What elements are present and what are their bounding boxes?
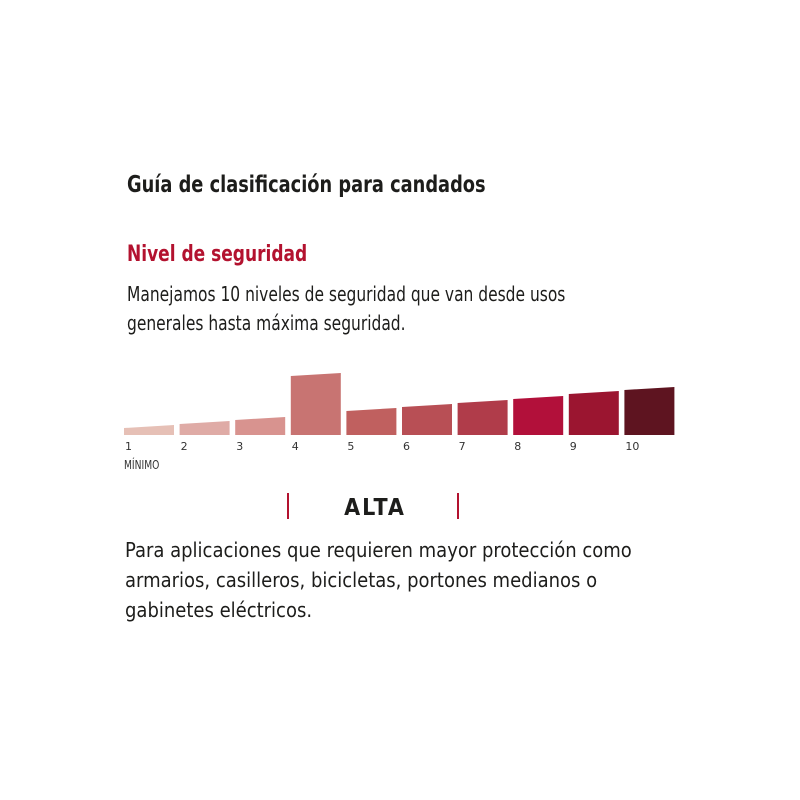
level-label: ALTA	[344, 495, 406, 521]
tick-label: 4	[292, 440, 299, 453]
bar-level-9	[568, 391, 619, 435]
bar-level-2	[179, 421, 230, 435]
bar-level-8	[513, 396, 564, 435]
minimum-label: MÍNIMO	[124, 458, 160, 472]
intro-text: Manejamos 10 niveles de seguridad que va…	[127, 280, 565, 338]
tick-label: 10	[625, 440, 639, 453]
tick-label: 9	[570, 440, 577, 453]
level-divider-left	[287, 493, 289, 519]
page-title: Guía de clasificación para candados	[127, 172, 486, 198]
tick-label: 8	[514, 440, 521, 453]
security-level-chart: 1 2 3 4 5 6 7 8 9 10	[124, 373, 675, 453]
bar-level-3	[235, 417, 286, 435]
intro-line: generales hasta máxima seguridad.	[127, 311, 406, 335]
tick-label: 7	[459, 440, 466, 453]
description-line: Para aplicaciones que requieren mayor pr…	[125, 538, 632, 562]
description-line: armarios, casilleros, bicicletas, porton…	[125, 568, 598, 592]
bar-level-7	[457, 400, 508, 435]
bar-level-1	[124, 425, 174, 435]
tick-label: 6	[403, 440, 410, 453]
level-description: Para aplicaciones que requieren mayor pr…	[125, 535, 677, 625]
level-divider-right	[457, 493, 459, 519]
tick-label: 5	[347, 440, 354, 453]
bar-level-6	[402, 404, 452, 435]
tick-label: 2	[181, 440, 188, 453]
intro-line: Manejamos 10 niveles de seguridad que va…	[127, 282, 566, 306]
tick-label: 1	[125, 440, 132, 453]
description-line: gabinetes eléctricos.	[125, 598, 313, 622]
bar-level-4	[290, 373, 341, 435]
tick-label: 3	[236, 440, 243, 453]
bar-level-10	[624, 387, 675, 435]
section-subtitle: Nivel de seguridad	[127, 242, 308, 267]
bar-level-5	[346, 408, 397, 435]
